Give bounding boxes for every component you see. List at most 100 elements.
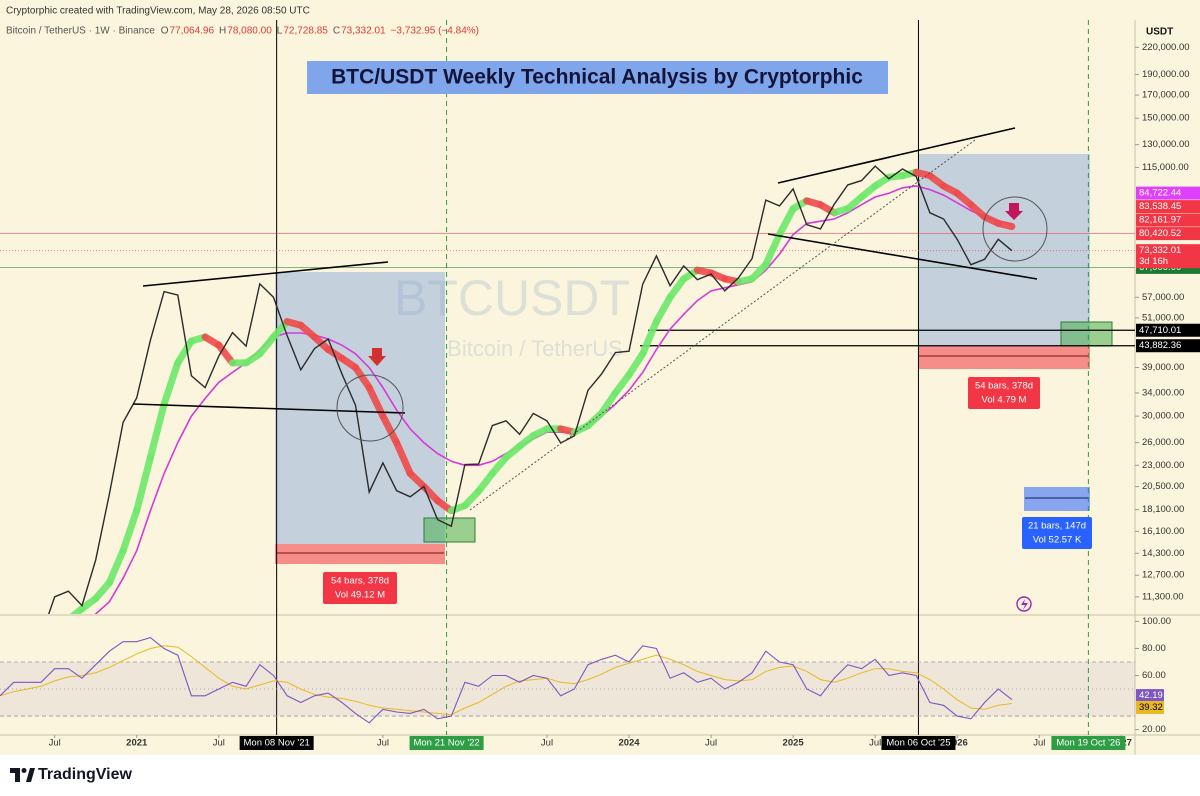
ohlc-key: H [219, 26, 226, 37]
logo-mark [26, 768, 35, 782]
y-tick-label: 57,000.00 [1142, 292, 1184, 303]
measure-box [323, 572, 397, 604]
trend-line [142, 261, 389, 287]
channel-top [777, 127, 1016, 184]
price-label: 83,538.45 [1139, 201, 1181, 212]
price-label: 47,710.01 [1139, 325, 1181, 336]
price-label-box [1136, 186, 1200, 200]
time-marker-box [409, 736, 484, 750]
range-bar [275, 544, 445, 564]
ribbon-segment [393, 439, 414, 478]
y-tick-label: 39,000.00 [1142, 362, 1184, 373]
ribbon-segment [105, 547, 127, 587]
drawings-front: BTC/USDT Weekly Technical Analysis by Cr… [132, 61, 1092, 612]
ohlc-value: 78,080.00 [227, 26, 272, 37]
measure-text: Vol 4.79 M [982, 395, 1027, 406]
ribbon-segment [639, 318, 660, 358]
rsi-ma-line [0, 645, 1012, 716]
price-label-box [1136, 227, 1200, 241]
measure-text: Vol 52.57 K [1033, 535, 1082, 546]
measure-text: Vol 49.12 M [335, 590, 385, 601]
rsi-tick-label: 100.00 [1142, 616, 1171, 627]
footer-brand: TradingView [38, 766, 133, 783]
time-marker-box [239, 736, 314, 750]
ribbon-segment [146, 400, 168, 461]
price-label: 43,882.36 [1139, 340, 1181, 351]
ribbon-segment [119, 507, 141, 555]
ribbon-segment [625, 350, 647, 379]
x-tick-label: 2024 [618, 738, 640, 749]
ohlc-key: C [333, 26, 340, 37]
measure-box [968, 377, 1040, 409]
y-tick-label: 11,300.00 [1142, 591, 1184, 602]
measure-text: 54 bars, 378d [975, 381, 1033, 392]
price-label-box [1136, 213, 1200, 227]
y-tick-label: 115,000.00 [1142, 162, 1189, 173]
trend-line [132, 403, 406, 414]
drawings-back [275, 154, 1113, 564]
y-tick-label: 30,000.00 [1142, 411, 1184, 422]
measure-text: 54 bars, 378d [331, 576, 389, 587]
y-tick-label: 26,000.00 [1142, 437, 1184, 448]
rsi-line [0, 636, 1013, 724]
ribbon-segment [652, 293, 674, 326]
price-label-box [1136, 200, 1200, 214]
countdown: 3d 16h [1139, 256, 1168, 267]
change: −3,732.95 (−4.84%) [391, 26, 479, 37]
y-tick-label: 190,000.00 [1142, 69, 1190, 80]
price-label-box [1136, 244, 1200, 269]
y-tick-label: 220,000.00 [1142, 42, 1190, 53]
ohlc-key: L [277, 26, 283, 37]
range-bar [918, 346, 1090, 369]
y-tick-label: 170,000.00 [1142, 90, 1190, 101]
y-tick-label: 20,500.00 [1142, 481, 1184, 492]
highlight-circle [336, 374, 404, 442]
measure-text: 21 bars, 147d [1028, 521, 1086, 532]
ribbon-segment [365, 384, 387, 420]
rsi-value-label: 39.32 [1139, 702, 1163, 713]
x-tick-label: 2021 [126, 738, 148, 749]
watermark-symbol: BTCUSDT [394, 270, 630, 326]
x-tick-label: 2026 [947, 738, 968, 749]
range-box [1024, 487, 1090, 511]
watermark-description: Bitcoin / TetherUS [447, 336, 623, 361]
support-trend [469, 139, 976, 511]
ribbon-segment [598, 389, 619, 417]
y-tick-label: 51,000.00 [1142, 312, 1184, 323]
time-marker-box [1051, 736, 1126, 750]
x-tick-label: Jul [869, 738, 881, 749]
ohlc-value: 77,064.96 [170, 26, 215, 37]
highlight-circle [982, 196, 1048, 262]
time-marker-label: Mon 21 Nov '22 [413, 738, 479, 749]
alert-icon-bolt [1021, 599, 1028, 610]
logo-mark [21, 768, 27, 773]
x-tick-label: Jul [377, 738, 389, 749]
price-label: 80,420.52 [1139, 228, 1181, 239]
ohlc-key: O [161, 26, 169, 37]
title-box [307, 61, 888, 94]
rsi-pane [0, 636, 1135, 724]
time-marker-box [881, 736, 956, 750]
ribbon-segment [379, 412, 401, 447]
ribbon-segment [994, 219, 1016, 231]
measure-box [1022, 517, 1092, 549]
y-tick-label: 130,000.00 [1142, 139, 1190, 150]
range-box [275, 272, 445, 544]
alert-icon [1016, 596, 1032, 612]
logo-mark [10, 768, 20, 782]
y-tick-label: 12,700.00 [1142, 570, 1184, 581]
ribbon-segment [160, 359, 182, 408]
ribbon-segment [762, 231, 783, 269]
target-box [1060, 321, 1113, 347]
ribbon-segment [256, 333, 277, 358]
y-tick-label: 34,000.00 [1142, 387, 1184, 398]
chart-title: BTC/USDT Weekly Technical Analysis by Cr… [331, 66, 863, 89]
time-marker-label: Mon 08 Nov '21 [244, 738, 310, 749]
rsi-tick-label: 20.00 [1142, 724, 1166, 735]
rsi-value-box [1136, 700, 1164, 714]
rsi-value-label: 42.19 [1139, 690, 1163, 701]
rsi-tick-label: 60.00 [1142, 670, 1166, 681]
channel-bottom [767, 233, 1038, 280]
rsi-value-box [1136, 689, 1164, 703]
